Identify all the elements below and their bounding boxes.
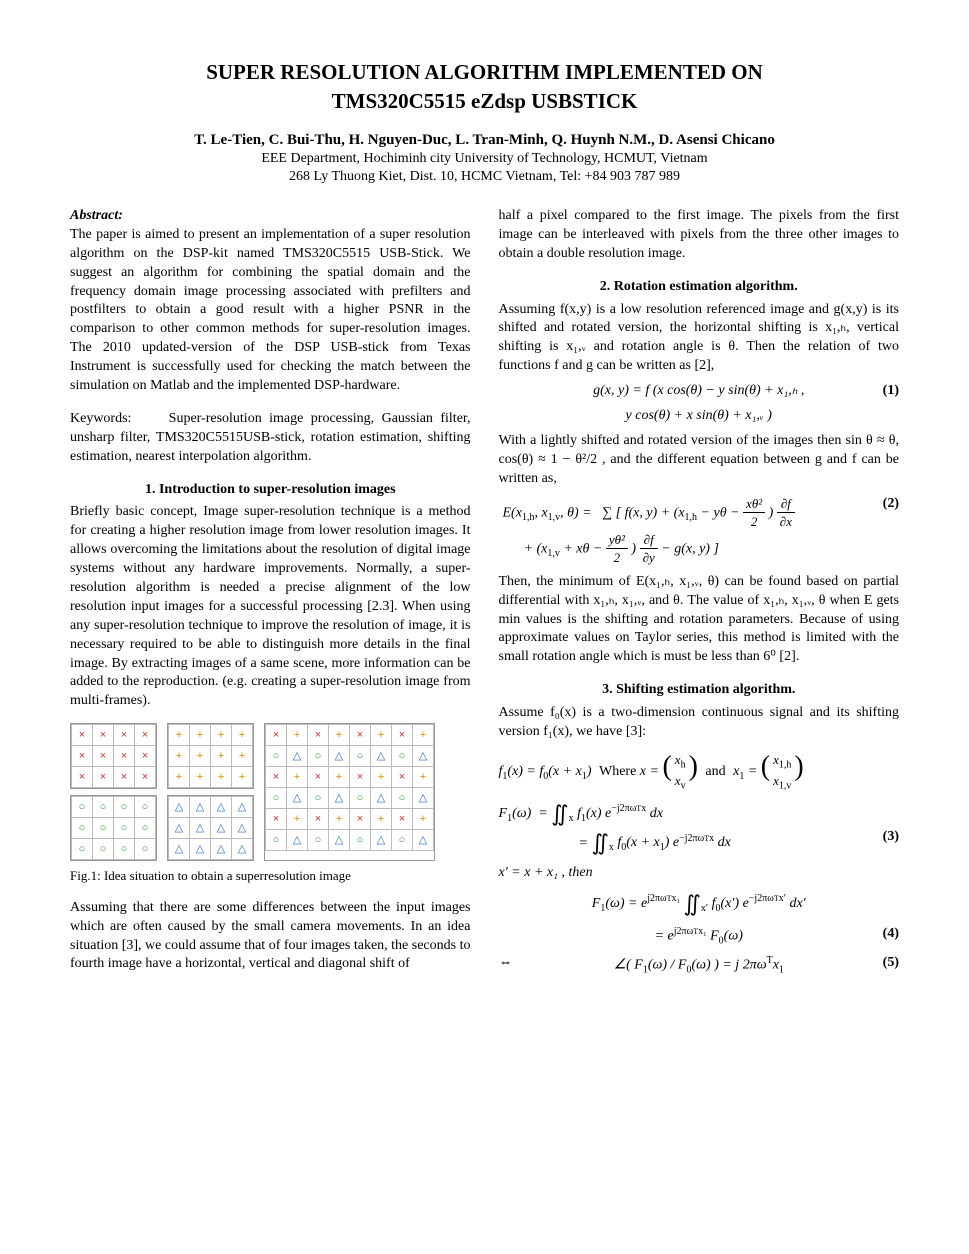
keywords-block: Keywords: Super-resolution image process…: [70, 410, 471, 467]
small-grid: ++++++++++++: [167, 723, 254, 789]
left-column: Abstract: The paper is aimed to present …: [70, 207, 471, 983]
equation-f1: f1(x) = f0(x + x1) Where x = (xhxv) and …: [499, 748, 900, 793]
eq-num-1: (1): [883, 382, 899, 401]
equation-2: E(x1,h, x1,v, θ) = ∑ [ f(x, y) + (x1,h −…: [499, 495, 900, 567]
col2-p1: half a pixel compared to the first image…: [499, 207, 900, 264]
title-line1: SUPER RESOLUTION ALGORITHM IMPLEMENTED O…: [70, 60, 899, 85]
section-1-p2: Assuming that there are some differences…: [70, 899, 471, 975]
two-column-layout: Abstract: The paper is aimed to present …: [70, 207, 899, 983]
section-2-heading: 2. Rotation estimation algorithm.: [499, 278, 900, 297]
small-grid: △△△△△△△△△△△△: [167, 795, 254, 861]
section-1-heading: 1. Introduction to super-resolution imag…: [70, 481, 471, 500]
equation-4b: = ej2πωTx₁ F0(ω) (4): [499, 925, 900, 948]
affiliation-1: EEE Department, Hochiminh city Universit…: [70, 151, 899, 167]
equation-3: F1(ω) = ∬x f1(x) e−j2πωTx dx = ∬x f0(x +…: [499, 799, 900, 858]
small-grid: ○○○○○○○○○○○○: [70, 795, 157, 861]
keywords-label: Keywords:: [70, 411, 131, 426]
eq-num-4: (4): [883, 925, 899, 944]
equation-1: g(x, y) = f (x cos(θ) − y sin(θ) + x₁,ₕ …: [499, 382, 900, 401]
equation-5: ⇔ ∠( F1(ω) / F0(ω) ) = j 2πωTx1 (5): [499, 954, 900, 977]
affiliation-2: 268 Ly Thuong Kiet, Dist. 10, HCMC Vietn…: [70, 169, 899, 185]
equation-4: F1(ω) = ej2πωTx₁ ∬x′ f0(x′) e−j2πωTx′ dx…: [499, 889, 900, 919]
where-label: Where: [599, 764, 636, 779]
authors: T. Le-Tien, C. Bui-Thu, H. Nguyen-Duc, L…: [70, 132, 899, 149]
equation-4-intro: x′ = x + x₁ , then: [499, 864, 900, 883]
section-3-p1: Assume f₀(x) is a two-dimension continuo…: [499, 704, 900, 742]
abstract-text: The paper is aimed to present an impleme…: [70, 226, 471, 396]
keywords-text: Super-resolution image processing, Gauss…: [70, 411, 471, 464]
small-grid: ××××××××××××: [70, 723, 157, 789]
figure-1-caption: Fig.1: Idea situation to obtain a superr…: [70, 867, 471, 885]
abstract-label: Abstract:: [70, 208, 123, 223]
section-2-p3: Then, the minimum of E(x₁,ₕ, x₁,ᵥ, θ) ca…: [499, 573, 900, 667]
section-3-heading: 3. Shifting estimation algorithm.: [499, 681, 900, 700]
equation-1b: y cos(θ) + x sin(θ) + x₁,ᵥ ): [499, 407, 900, 426]
eq-num-2: (2): [883, 495, 899, 514]
section-2-p2: With a lightly shifted and rotated versi…: [499, 432, 900, 489]
eq-num-3: (3): [883, 828, 899, 847]
and-label: and: [705, 764, 725, 779]
section-2-p1: Assuming f(x,y) is a low resolution refe…: [499, 301, 900, 377]
title-line2: TMS320C5515 eZdsp USBSTICK: [70, 89, 899, 114]
section-1-p1: Briefly basic concept, Image super-resol…: [70, 503, 471, 711]
big-grid: ×+×+×+×+○△○△○△○△×+×+×+×+○△○△○△○△×+×+×+×+…: [264, 723, 435, 861]
right-column: half a pixel compared to the first image…: [499, 207, 900, 983]
eq-num-5: (5): [883, 954, 899, 973]
figure-1: ××××××××××××○○○○○○○○○○○○++++++++++++△△△△…: [70, 723, 471, 861]
